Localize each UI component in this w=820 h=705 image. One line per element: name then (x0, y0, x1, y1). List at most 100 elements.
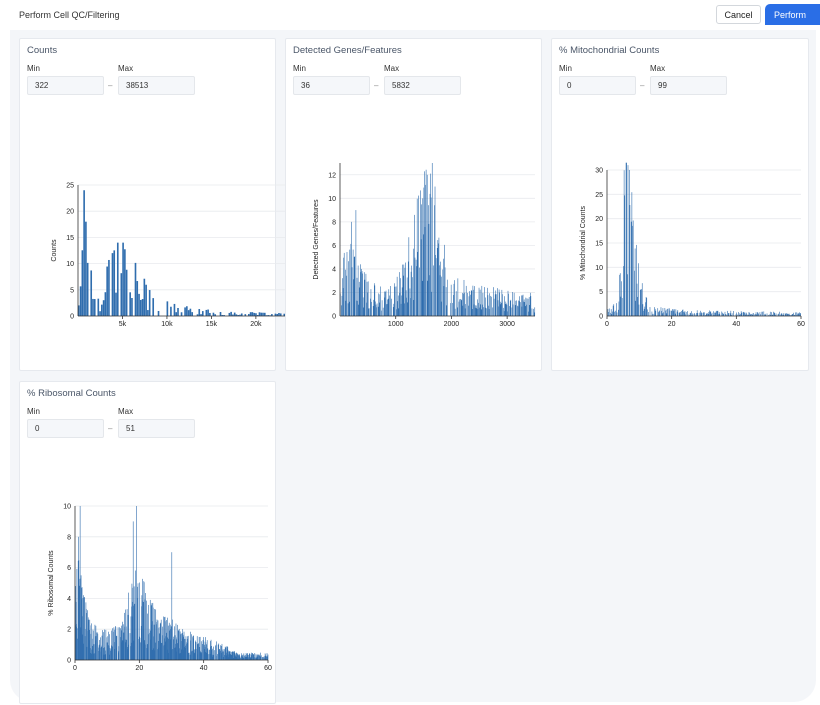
histogram-bar (233, 312, 236, 316)
histogram-bar (728, 312, 730, 316)
histogram-bar (167, 637, 168, 660)
histogram-bar (166, 617, 168, 660)
histogram-bar (266, 656, 267, 660)
histogram-bar (185, 645, 186, 660)
histogram-bar (77, 638, 78, 660)
histogram-bar (256, 655, 258, 660)
histogram-bar (725, 314, 726, 316)
max-input[interactable] (118, 419, 195, 438)
histogram-bar (342, 288, 344, 316)
histogram-bar (518, 300, 519, 316)
histogram-bar (157, 649, 158, 660)
histogram-bar (496, 294, 498, 316)
max-input[interactable] (384, 76, 461, 95)
histogram-bar (139, 636, 140, 660)
histogram-bar (461, 299, 463, 316)
histogram-bar (362, 297, 364, 316)
histogram-bar (222, 656, 224, 660)
histogram-bar (199, 636, 201, 660)
histogram-bar (493, 298, 495, 316)
histogram-bar (239, 656, 240, 660)
histogram-bar (504, 303, 506, 316)
histogram-bar (159, 623, 161, 660)
histogram-bar (76, 568, 78, 660)
histogram-bar (349, 249, 351, 316)
histogram-bar (399, 272, 400, 316)
max-input[interactable] (650, 76, 727, 95)
histogram-bar (213, 650, 215, 660)
histogram-bar (210, 641, 211, 660)
histogram-bar (654, 307, 655, 316)
histogram-bar (123, 640, 124, 660)
histogram-bar (244, 655, 246, 660)
histogram-bar (168, 622, 170, 660)
perform-button[interactable]: Perform (765, 4, 820, 25)
histogram-bar (169, 624, 171, 660)
histogram-bar (183, 636, 184, 660)
histogram-bar (787, 313, 789, 316)
histogram-bar (215, 646, 216, 660)
min-input[interactable] (559, 76, 636, 95)
histogram-bar (477, 308, 479, 316)
histogram-bar (141, 299, 144, 316)
histogram-bar (266, 653, 268, 660)
y-tick-label: 4 (332, 266, 336, 273)
histogram-bar (194, 653, 195, 660)
histogram-bar (200, 652, 202, 660)
histogram-bar (468, 305, 469, 316)
histogram-bar (226, 649, 228, 660)
histogram-bar (171, 552, 173, 660)
histogram-bar (247, 653, 249, 660)
histogram-bar (442, 269, 444, 316)
histogram-bar (125, 639, 127, 660)
histogram-bar (143, 582, 145, 660)
histogram-bar (145, 284, 147, 316)
histogram-bar (718, 312, 720, 316)
histogram-bar (194, 641, 196, 660)
max-label: Max (118, 407, 134, 416)
histogram-bar (612, 305, 614, 316)
histogram-bar (238, 658, 239, 660)
histogram-bar (134, 603, 136, 660)
histogram-bar (784, 313, 786, 316)
max-input[interactable] (118, 76, 195, 95)
histogram-bar (75, 601, 77, 660)
min-input[interactable] (293, 76, 370, 95)
histogram-bar (154, 609, 156, 660)
cancel-button[interactable]: Cancel (716, 5, 761, 24)
x-tick-label: 5k (119, 321, 127, 328)
histogram-bar (341, 305, 342, 316)
min-input[interactable] (27, 419, 104, 438)
histogram-bar (187, 643, 189, 660)
histogram-bar (242, 657, 244, 660)
histogram-bar (267, 654, 269, 660)
histogram-bar (719, 313, 721, 316)
histogram-bar (78, 560, 80, 660)
histogram-bar (371, 301, 372, 316)
histogram-bar (104, 654, 106, 660)
histogram-bar (358, 304, 359, 316)
histogram-bar (627, 165, 629, 316)
y-tick-label: 30 (595, 168, 603, 175)
range-separator: – (374, 81, 379, 90)
histogram-bar (112, 628, 113, 660)
histogram-bar (133, 605, 134, 660)
histogram-bar (746, 314, 748, 316)
histogram-bar (108, 645, 110, 660)
histogram-bar (256, 314, 259, 316)
histogram-bar (82, 598, 84, 660)
histogram-bar (107, 636, 109, 660)
histogram-bar (262, 312, 264, 316)
histogram-bar (397, 301, 398, 316)
histogram-bar (203, 637, 204, 660)
histogram-bar (412, 277, 414, 316)
histogram-bar (774, 313, 776, 316)
histogram-bar (657, 308, 659, 316)
min-input[interactable] (27, 76, 104, 95)
histogram-bar (610, 312, 611, 316)
histogram-bar (201, 641, 203, 660)
histogram-bar (88, 621, 89, 660)
histogram-bar (407, 261, 409, 316)
histogram-bar (475, 305, 476, 316)
histogram-bar (192, 635, 194, 660)
